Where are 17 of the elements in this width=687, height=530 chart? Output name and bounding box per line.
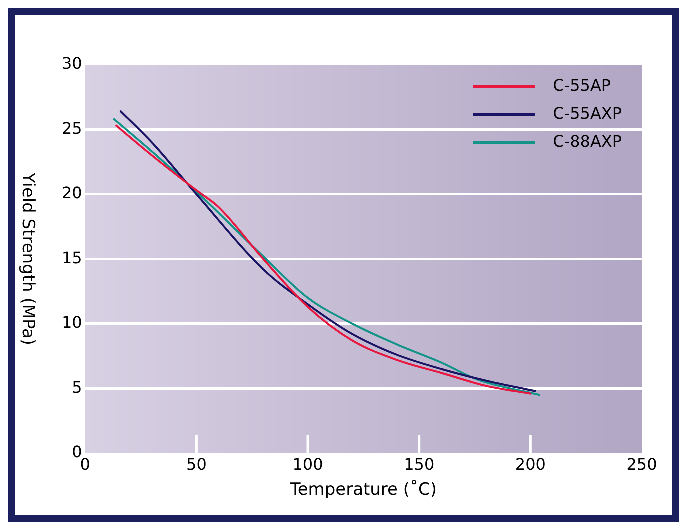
legend-label: C-88AXP (553, 132, 622, 152)
y-tick-label: 0 (72, 442, 82, 462)
y-tick-label: 5 (72, 378, 82, 397)
y-tick-label: 30 (62, 54, 82, 74)
legend-label: C-55AXP (553, 104, 622, 124)
y-tick-label: 10 (62, 313, 82, 332)
x-tick-label: 50 (186, 455, 207, 474)
x-tick-label: 150 (404, 455, 435, 474)
y-tick-label: 15 (62, 248, 82, 268)
legend-label: C-55AP (553, 76, 612, 96)
y-axis-title: Yield Strength (MPa) (18, 172, 38, 346)
x-tick-label: 200 (515, 455, 546, 474)
x-tick-label: 100 (292, 455, 324, 474)
x-axis-title: Temperature (˚C) (289, 480, 438, 500)
y-tick-label: 25 (62, 118, 82, 138)
x-tick-label: 250 (626, 455, 658, 474)
y-tick-label: 20 (62, 184, 82, 203)
